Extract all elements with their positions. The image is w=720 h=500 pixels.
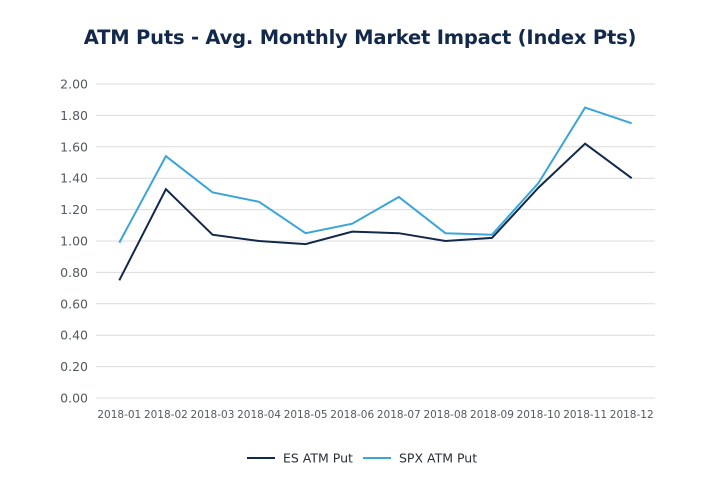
y-tick-label: 0.00	[60, 391, 88, 406]
x-tick-label: 2018-09	[470, 409, 514, 421]
x-tick-label: 2018-05	[284, 409, 328, 421]
series-line-es-atm-put	[118, 142, 633, 281]
y-tick-label: 0.20	[60, 359, 88, 374]
x-tick-label: 2018-07	[377, 409, 421, 421]
x-tick-label: 2018-02	[144, 409, 188, 421]
x-tick-label: 2018-03	[191, 409, 235, 421]
x-tick-label: 2018-12	[610, 409, 654, 421]
y-tick-label: 1.80	[60, 108, 88, 123]
y-tick-label: 0.40	[60, 328, 88, 343]
y-tick-label: 1.00	[60, 234, 88, 249]
y-axis-ticks: 0.00 0.20 0.40 0.60 0.80 1.00 1.20 1.40 1.60 1.80…	[60, 77, 88, 406]
x-tick-label: 2018-10	[517, 409, 561, 421]
y-tick-label: 1.20	[60, 202, 88, 217]
x-tick-label: 2018-08	[423, 409, 467, 421]
legend-item: ES ATM Put	[247, 451, 353, 466]
legend: ES ATM Put SPX ATM Put	[247, 451, 477, 466]
y-tick-label: 1.40	[60, 171, 88, 186]
gridlines	[96, 83, 655, 399]
x-tick-label: 2018-11	[563, 409, 607, 421]
y-tick-label: 0.60	[60, 296, 88, 311]
x-tick-label: 2018-06	[330, 409, 374, 421]
chart-title: ATM Puts - Avg. Monthly Market Impact (I…	[83, 26, 637, 49]
y-tick-label: 2.00	[60, 77, 88, 92]
legend-label: ES ATM Put	[283, 451, 353, 466]
series-lines	[118, 106, 633, 281]
x-axis-ticks: 2018-01 2018-02 2018-03 2018-04 2018-05 2018-…	[97, 409, 653, 421]
y-tick-label: 0.80	[60, 265, 88, 280]
legend-label: SPX ATM Put	[399, 451, 477, 466]
x-tick-label: 2018-04	[237, 409, 281, 421]
y-tick-label: 1.60	[60, 139, 88, 154]
x-tick-label: 2018-01	[97, 409, 141, 421]
series-line-spx-atm-put	[118, 106, 633, 244]
legend-item: SPX ATM Put	[363, 451, 477, 466]
